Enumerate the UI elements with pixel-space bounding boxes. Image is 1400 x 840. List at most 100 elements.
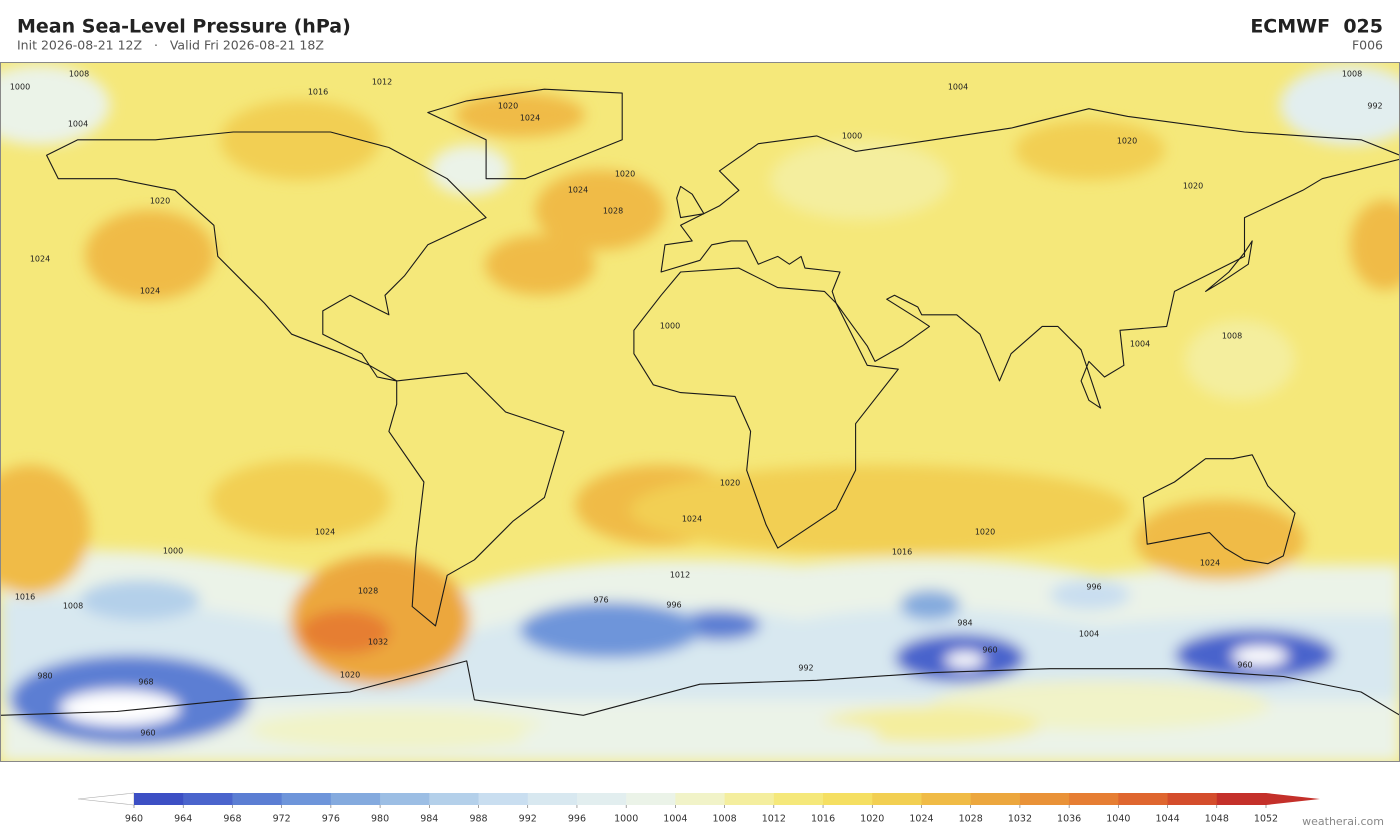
contour-label: 1000 bbox=[660, 322, 680, 331]
pressure-region bbox=[300, 610, 390, 654]
colorbar-segment bbox=[675, 793, 726, 805]
contour-label: 1004 bbox=[68, 120, 88, 129]
colorbar-tick-label: 996 bbox=[568, 814, 586, 825]
contour-label: 960 bbox=[140, 729, 155, 738]
contour-label: 1000 bbox=[10, 83, 30, 92]
contour-label: 1024 bbox=[520, 114, 540, 123]
colorbar-segment bbox=[330, 793, 381, 805]
contour-label: 1020 bbox=[720, 479, 740, 488]
contour-label: 968 bbox=[138, 678, 153, 687]
colorbar-tick-label: 972 bbox=[273, 814, 291, 825]
colorbar-segment bbox=[823, 793, 873, 805]
colorbar-segment bbox=[724, 793, 775, 805]
contour-label: 1020 bbox=[150, 197, 170, 206]
contour-label: 1020 bbox=[498, 102, 518, 111]
colorbar-segment bbox=[872, 793, 922, 805]
pressure-region bbox=[1280, 65, 1400, 145]
contour-label: 1016 bbox=[892, 548, 912, 557]
contour-label: 1020 bbox=[975, 528, 995, 537]
contour-label: 960 bbox=[1237, 661, 1252, 670]
pressure-region bbox=[485, 235, 595, 295]
colorbar-tick-label: 980 bbox=[371, 814, 389, 825]
map: 1008100010041012101610201024102010281024… bbox=[0, 62, 1400, 762]
colorbar: 960 964 968 972 976 980 984 988 992 996 1000 1004 10… bbox=[77, 792, 1320, 825]
contour-label: 1028 bbox=[358, 587, 378, 596]
contour-label: 1020 bbox=[1183, 182, 1203, 191]
contour-label: 992 bbox=[798, 664, 813, 673]
pressure-region bbox=[1135, 500, 1305, 580]
contour-label: 1008 bbox=[63, 602, 83, 611]
colorbar-tick-label: 976 bbox=[322, 814, 340, 825]
contour-label: 1012 bbox=[372, 78, 392, 87]
colorbar-segment bbox=[1118, 793, 1169, 805]
pressure-region bbox=[220, 100, 380, 180]
colorbar-segment bbox=[527, 793, 578, 805]
pressure-region bbox=[520, 717, 880, 753]
colorbar-segment bbox=[380, 793, 430, 805]
contour-label: 1032 bbox=[368, 638, 388, 647]
colorbar-segment bbox=[281, 793, 332, 805]
colorbar-tick-label: 1024 bbox=[909, 814, 933, 825]
colorbar-segment bbox=[921, 793, 972, 805]
colorbar-tick-label: 1048 bbox=[1205, 814, 1229, 825]
contour-label: 1012 bbox=[670, 571, 690, 580]
colorbar-segment bbox=[478, 793, 529, 805]
pressure-region bbox=[0, 465, 90, 595]
pressure-region bbox=[520, 602, 700, 658]
coastline bbox=[660, 108, 1400, 409]
contour-label: 1024 bbox=[140, 287, 160, 296]
contour-label: 1016 bbox=[15, 593, 35, 602]
title: Mean Sea-Level Pressure (hPa) bbox=[17, 16, 351, 38]
model-name: ECMWF 025 bbox=[1250, 16, 1383, 38]
colorbar-segment bbox=[1069, 793, 1119, 805]
colorbar-segment bbox=[134, 793, 184, 805]
colorbar-segment bbox=[429, 793, 480, 805]
colorbar-tick-label: 968 bbox=[223, 814, 241, 825]
colorbar-segment bbox=[1216, 793, 1267, 805]
contour-label: 984 bbox=[957, 619, 972, 628]
colorbar-tick-label: 1020 bbox=[860, 814, 884, 825]
contour-label: 992 bbox=[1367, 102, 1382, 111]
coastline bbox=[1205, 240, 1253, 292]
contour-label: 1016 bbox=[308, 88, 328, 97]
contour-label: 996 bbox=[666, 601, 681, 610]
subtitle: Init 2026-08-21 12Z · Valid Fri 2026-08-… bbox=[17, 38, 324, 53]
colorbar-tick-label: 1008 bbox=[713, 814, 737, 825]
pressure-region bbox=[430, 145, 510, 195]
pressure-field bbox=[0, 65, 1400, 762]
colorbar-tick-label: 1004 bbox=[663, 814, 687, 825]
contour-label: 1004 bbox=[948, 83, 968, 92]
colorbar-segment bbox=[773, 793, 824, 805]
contour-label: 1020 bbox=[615, 170, 635, 179]
pressure-region bbox=[0, 65, 110, 145]
pressure-region bbox=[1185, 320, 1295, 400]
colorbar-tick-label: 1000 bbox=[614, 814, 638, 825]
contour-label: 1020 bbox=[340, 671, 360, 680]
colorbar-tick-label: 964 bbox=[174, 814, 192, 825]
coastline bbox=[388, 372, 565, 627]
colorbar-segment bbox=[576, 793, 627, 805]
colorbar-tick-label: 1012 bbox=[762, 814, 786, 825]
pressure-region bbox=[60, 690, 180, 726]
coastline bbox=[633, 267, 899, 549]
contour-label: 1024 bbox=[1200, 559, 1220, 568]
pressure-region bbox=[900, 590, 960, 620]
colorbar-segment bbox=[1019, 793, 1070, 805]
pressure-region bbox=[1232, 646, 1288, 666]
colorbar-segment bbox=[232, 793, 283, 805]
pressure-region bbox=[945, 652, 985, 668]
contour-label: 1004 bbox=[1079, 630, 1099, 639]
contour-label: 1000 bbox=[163, 547, 183, 556]
colorbar-tick-label: 1036 bbox=[1057, 814, 1081, 825]
coastline bbox=[0, 660, 1400, 762]
colorbar-segment bbox=[1167, 793, 1218, 805]
pressure-region bbox=[80, 580, 200, 620]
colorbar-tick-label: 1016 bbox=[811, 814, 835, 825]
pressure-region bbox=[455, 93, 585, 137]
contour-label: 1020 bbox=[1117, 137, 1137, 146]
colorbar-tick-label: 960 bbox=[125, 814, 143, 825]
colorbar-segment bbox=[183, 793, 233, 805]
colorbar-segment bbox=[626, 793, 676, 805]
coastline bbox=[427, 88, 623, 180]
